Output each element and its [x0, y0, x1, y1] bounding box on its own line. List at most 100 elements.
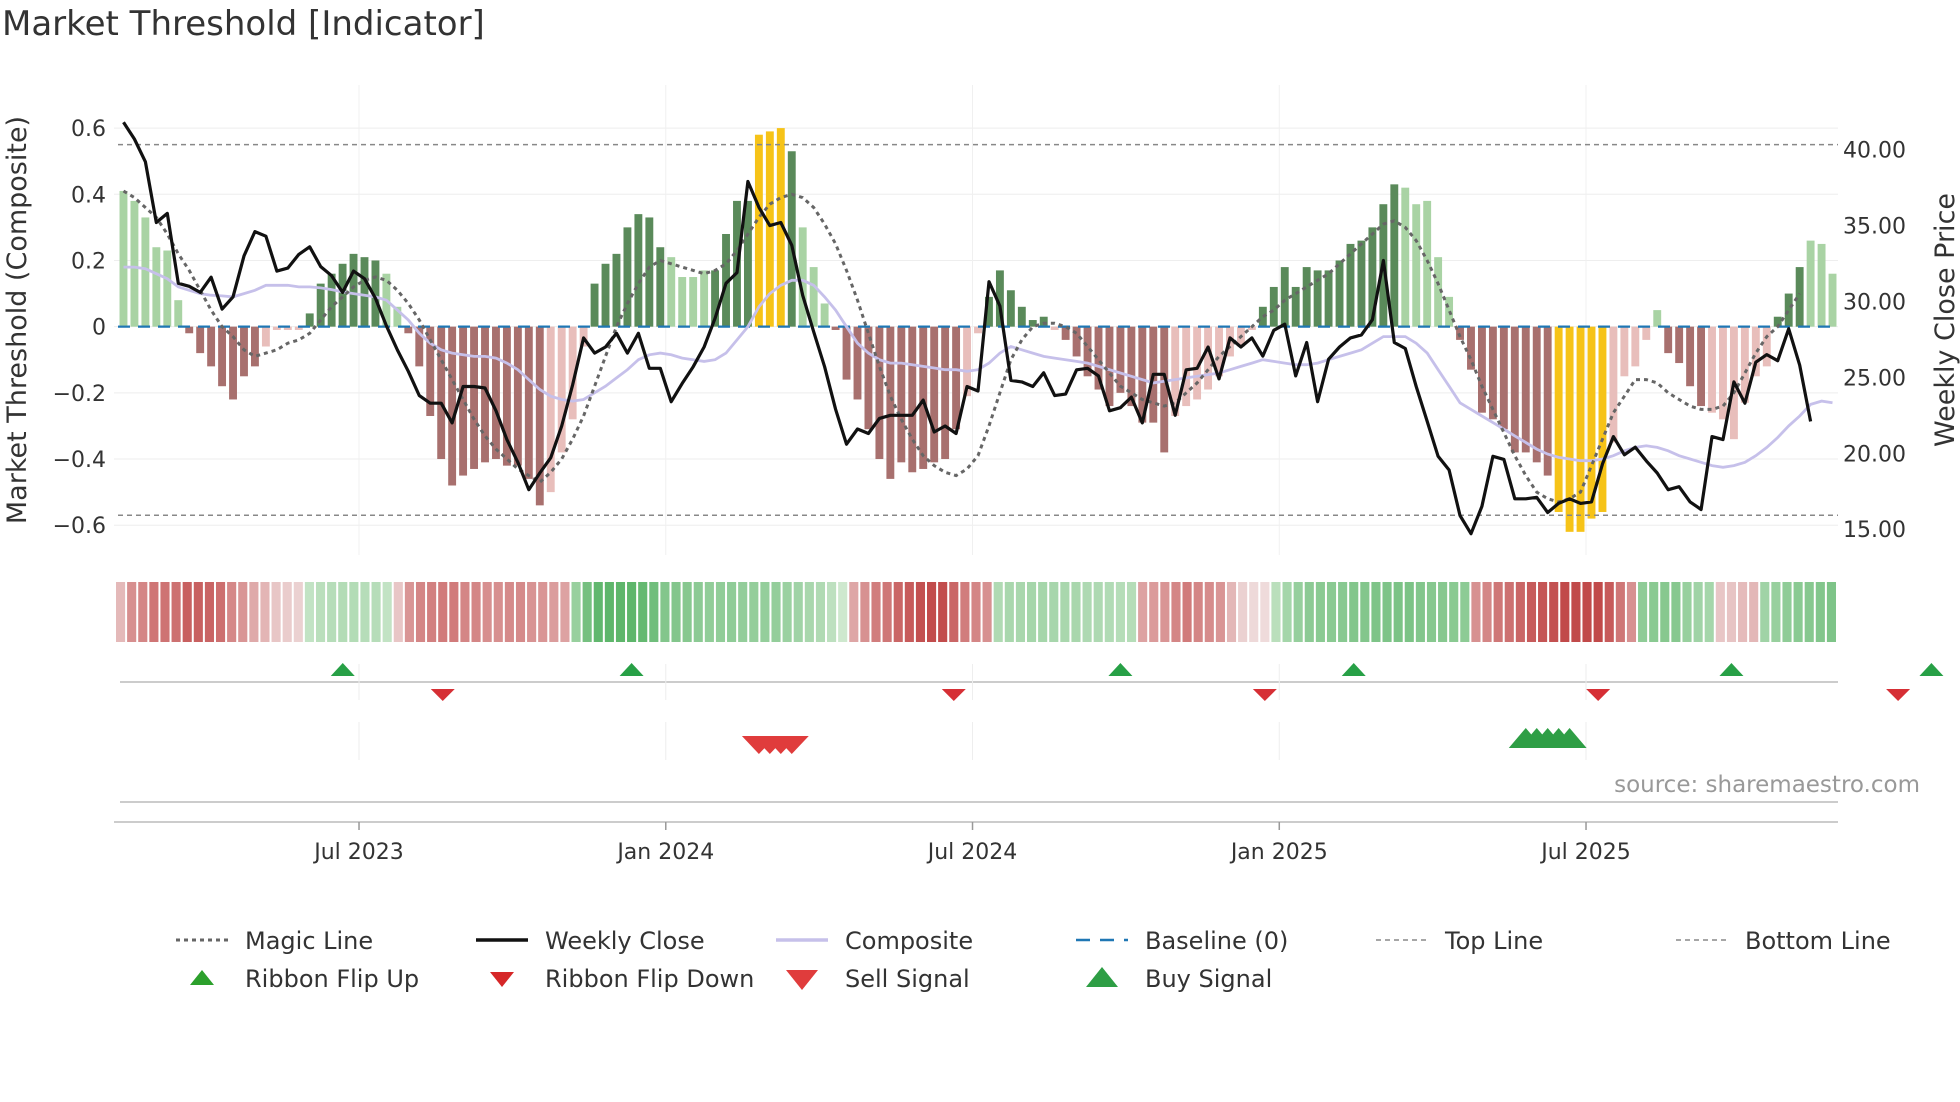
composite-bar: [908, 326, 917, 473]
ribbon-cell: [815, 582, 826, 642]
composite-bar: [437, 326, 446, 460]
ribbon-cell: [1626, 582, 1637, 642]
composite-bar: [546, 326, 555, 493]
composite-bar: [1127, 326, 1136, 407]
ribbon-cell: [1060, 582, 1070, 642]
left-tick-label: 0: [92, 316, 106, 341]
composite-bar: [1631, 326, 1640, 367]
ribbon-cell: [1793, 582, 1803, 642]
composite-bar: [152, 247, 161, 327]
weekly-close-line: [122, 121, 1813, 536]
ribbon-cell: [271, 582, 281, 642]
composite-bar: [645, 217, 654, 327]
ribbon-cell: [1026, 582, 1037, 642]
ribbon-cell: [171, 582, 181, 642]
left-axis-title: Market Threshold (Composite): [2, 116, 33, 524]
ribbon-cell: [1693, 582, 1703, 642]
ribbon-cell: [1138, 582, 1148, 642]
ribbon-cell: [949, 582, 959, 642]
composite-bar: [426, 326, 435, 417]
ribbon-cell: [1615, 582, 1625, 642]
right-axis-title: Weekly Close Price: [1930, 193, 1960, 447]
ribbon-strip: [116, 582, 1836, 642]
composite-bar: [316, 283, 325, 327]
composite-bar: [1061, 326, 1070, 340]
composite-bar: [1499, 326, 1508, 430]
composite-bar: [886, 326, 895, 479]
ribbon-cell: [1460, 582, 1470, 642]
ribbon-cell: [538, 582, 548, 642]
composite-bar: [974, 326, 982, 334]
ribbon-cell: [1815, 582, 1825, 642]
ribbon-cell: [460, 582, 470, 642]
ribbon-cell: [938, 582, 948, 642]
ribbon-cell: [182, 582, 192, 642]
ribbon-flip-down-marker: [1252, 689, 1277, 701]
composite-bar: [656, 247, 665, 327]
composite-bar: [327, 273, 336, 327]
composite-bar: [1686, 326, 1695, 387]
ribbon-cell: [1749, 582, 1759, 642]
ribbon-cell: [1371, 582, 1381, 642]
composite-bar: [1204, 326, 1213, 390]
ribbon-cell: [682, 582, 692, 642]
ribbon-cell: [1738, 582, 1748, 642]
composite-bar: [1817, 243, 1826, 327]
composite-bar: [272, 326, 281, 330]
ribbon-cell: [1582, 582, 1592, 642]
composite-bar: [1532, 326, 1541, 463]
composite-bar: [1280, 267, 1289, 327]
composite-bar: [722, 233, 730, 327]
ribbon-cell: [1082, 582, 1092, 642]
composite-bar: [119, 190, 128, 327]
ribbon-cell: [304, 582, 314, 642]
composite-bar: [1247, 326, 1256, 330]
composite-bar: [1478, 326, 1486, 413]
ribbon-cell: [1660, 582, 1670, 642]
ribbon-cell: [349, 582, 359, 642]
composite-bar: [1708, 326, 1716, 413]
ribbon-cell: [1393, 582, 1403, 642]
composite-line: [123, 265, 1833, 469]
composite-bar: [557, 326, 566, 453]
ribbon-cell: [515, 582, 526, 642]
composite-bar: [1357, 240, 1366, 327]
ribbon-cell: [338, 582, 348, 642]
ribbon-cell: [282, 582, 292, 642]
ribbon-cell: [204, 582, 214, 642]
ribbon-cell: [1682, 582, 1692, 642]
ribbon-cell: [1760, 582, 1770, 642]
composite-bar: [1105, 326, 1114, 407]
composite-bar: [1006, 290, 1015, 327]
ribbon-cell: [671, 582, 681, 642]
composite-bar: [875, 326, 884, 460]
composite-bar: [1094, 326, 1103, 390]
ribbon-cell: [849, 582, 859, 642]
composite-bar: [1719, 326, 1727, 420]
ribbon-cell: [427, 582, 437, 642]
ribbon-cell: [1315, 582, 1325, 642]
ribbon-cell: [1726, 582, 1737, 642]
ribbon-cell: [1593, 582, 1603, 642]
signal-panels: [120, 663, 1944, 803]
composite-bar: [623, 227, 632, 327]
composite-bar: [371, 260, 380, 327]
ribbon-cell: [649, 582, 659, 642]
composite-bar: [481, 326, 489, 463]
composite-bar: [963, 326, 971, 397]
reference-lines: [118, 143, 1838, 517]
composite-bar: [1039, 316, 1048, 327]
ribbon-cell: [549, 582, 559, 642]
composite-bar: [1806, 240, 1815, 327]
composite-bar: [305, 313, 314, 327]
composite-bar: [952, 326, 961, 430]
ribbon-cell: [1560, 582, 1570, 642]
composite-bar: [1028, 320, 1037, 327]
ribbon-cell: [615, 582, 626, 642]
ribbon-cell: [449, 582, 459, 642]
ribbon-cell: [1515, 582, 1525, 642]
ribbon-cell: [1338, 582, 1348, 642]
ribbon-cell: [215, 582, 226, 642]
ribbon-cell: [1649, 582, 1659, 642]
